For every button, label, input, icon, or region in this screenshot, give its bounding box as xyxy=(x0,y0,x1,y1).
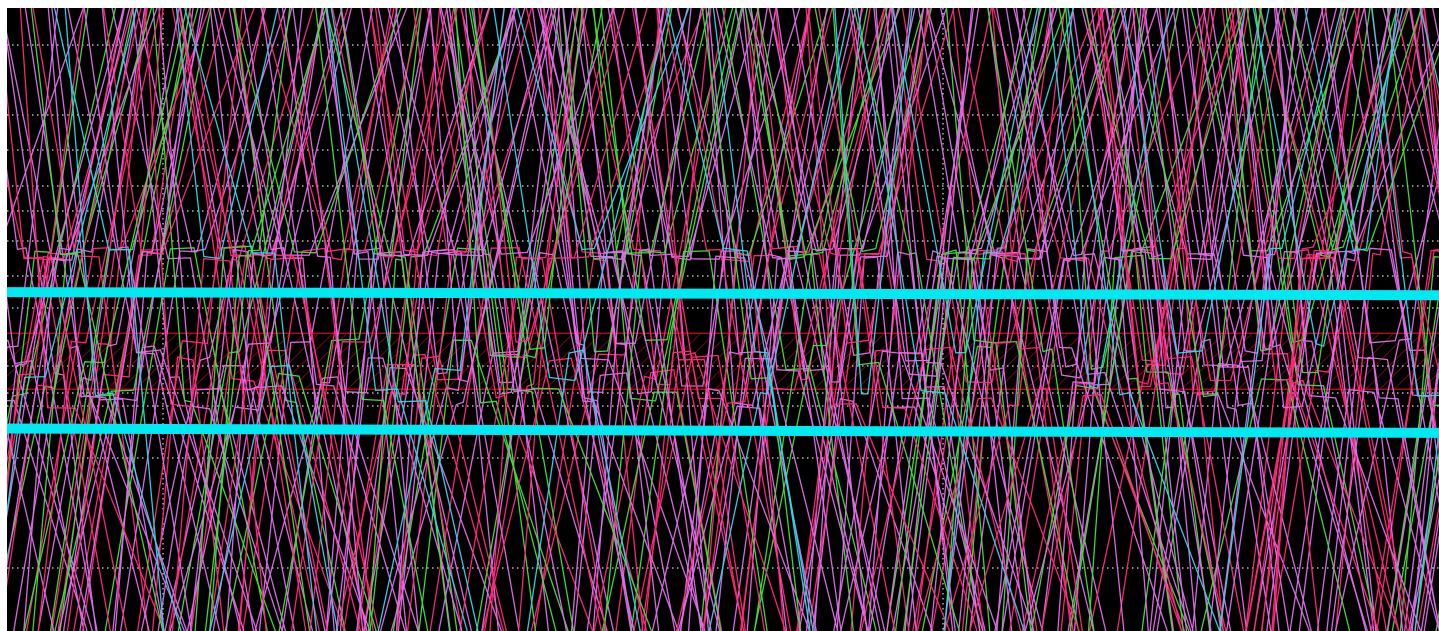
scope-display[interactable] xyxy=(7,8,1439,631)
eye-diagram-plot xyxy=(7,8,1439,631)
waveform-traces xyxy=(7,8,1439,631)
cursors[interactable] xyxy=(7,287,1439,438)
lower-cursor[interactable] xyxy=(7,423,1439,438)
upper-cursor[interactable] xyxy=(7,287,1439,301)
